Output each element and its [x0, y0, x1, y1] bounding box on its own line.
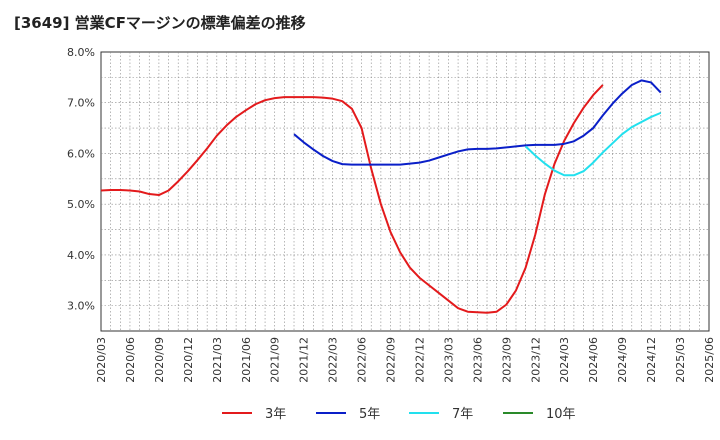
y-tick-label: 6.0%: [67, 147, 95, 160]
x-tick-label: 2020/12: [182, 337, 195, 383]
x-tick-label: 2025/06: [703, 337, 716, 383]
x-tick-label: 2024/06: [587, 337, 600, 383]
x-tick-label: 2022/03: [327, 337, 340, 383]
series-lines: [100, 79, 662, 314]
y-tick-label: 4.0%: [67, 249, 95, 262]
x-tick-label: 2023/09: [500, 337, 513, 383]
x-tick-label: 2023/12: [529, 337, 542, 383]
plot-area: [100, 51, 710, 332]
y-tick-label: 3.0%: [67, 300, 95, 313]
series-line-1: [293, 79, 662, 166]
x-tick-label: 2020/06: [124, 337, 137, 383]
x-tick-label: 2020/03: [95, 337, 108, 383]
x-tick-label: 2023/06: [471, 337, 484, 383]
x-tick-label: 2023/03: [442, 337, 455, 383]
x-tick-label: 2024/03: [558, 337, 571, 383]
x-tick-label: 2025/03: [674, 337, 687, 383]
y-axis-ticks: 3.0% 4.0% 5.0% 6.0% 7.0% 8.0%: [67, 46, 95, 313]
y-tick-label: 8.0%: [67, 46, 95, 59]
x-tick-label: 2020/09: [153, 337, 166, 383]
series-line-0: [100, 84, 604, 314]
x-tick-label: 2022/09: [385, 337, 398, 383]
y-tick-label: 7.0%: [67, 97, 95, 110]
x-gridlines: [110, 52, 700, 331]
x-tick-label: 2024/12: [645, 337, 658, 383]
x-tick-label: 2021/06: [240, 337, 253, 383]
legend-label-0: 3年: [265, 407, 286, 422]
chart-title: [3649] 営業CFマージンの標準偏差の推移: [14, 14, 306, 32]
series-line-2: [524, 111, 662, 177]
x-tick-label: 2021/03: [211, 337, 224, 383]
x-tick-label: 2021/12: [298, 337, 311, 383]
x-tick-label: 2021/09: [269, 337, 282, 383]
y-tick-label: 5.0%: [67, 198, 95, 211]
x-tick-label: 2022/06: [356, 337, 369, 383]
legend-label-3: 10年: [546, 407, 576, 422]
x-tick-label: 2022/12: [413, 337, 426, 383]
x-axis-ticks: 2020/03 2020/06 2020/09 2020/12 2021/03 2021/…: [95, 337, 716, 383]
x-tick-label: 2024/09: [616, 337, 629, 383]
legend-label-2: 7年: [452, 407, 473, 422]
legend-label-1: 5年: [359, 407, 380, 422]
legend: 3年 5年 7年 10年: [222, 407, 576, 422]
